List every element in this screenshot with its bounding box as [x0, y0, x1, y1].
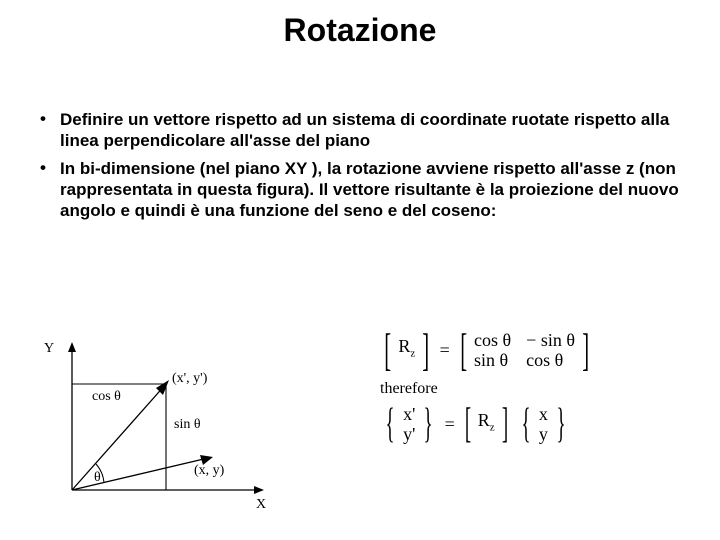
left-bracket-icon: [ — [460, 331, 467, 369]
right-bracket-icon: ] — [582, 331, 589, 369]
matrix-definition: [ Rz ] = [ cos θ sin θ − sin θ cos θ ] — [380, 330, 593, 370]
left-brace-icon: { — [386, 407, 395, 441]
rotation-diagram: Y X cos θ sin θ θ (x', y') (x, y) — [38, 328, 298, 518]
sin-label: sin θ — [174, 417, 201, 432]
left-brace-icon: { — [521, 407, 530, 441]
bullet-marker: • — [40, 158, 60, 222]
theta-label: θ — [94, 470, 101, 485]
right-brace-icon: } — [556, 407, 565, 441]
matrix-cell: − sin θ — [526, 330, 575, 350]
right-bracket-icon: ] — [422, 331, 429, 369]
list-item: • In bi-dimensione (nel piano XY ), la r… — [40, 158, 680, 222]
matrix-cell: cos θ — [474, 330, 511, 350]
right-brace-icon: } — [424, 407, 433, 441]
vector-cell: x' — [403, 404, 415, 424]
y-axis-label: Y — [44, 341, 54, 356]
equals-sign: = — [440, 340, 450, 361]
x-axis-label: X — [256, 497, 266, 512]
vector-cell: x — [539, 404, 548, 424]
bullet-list: • Definire un vettore rispetto ad un sis… — [40, 109, 680, 221]
left-bracket-icon: [ — [465, 407, 471, 441]
bullet-marker: • — [40, 109, 60, 152]
bullet-text: In bi-dimensione (nel piano XY ), la rot… — [60, 158, 680, 222]
result-equation: { x' y' } = [ Rz ] { x y } — [380, 404, 593, 444]
point-prime-label: (x', y') — [172, 371, 208, 386]
left-bracket-icon: [ — [384, 331, 391, 369]
rotation-formula: [ Rz ] = [ cos θ sin θ − sin θ cos θ ] t… — [380, 330, 593, 444]
bullet-text: Definire un vettore rispetto ad un siste… — [60, 109, 680, 152]
equals-sign: = — [445, 414, 455, 435]
matrix-cell: sin θ — [474, 350, 511, 370]
right-bracket-icon: ] — [502, 407, 508, 441]
matrix-cell: cos θ — [526, 350, 575, 370]
point-label: (x, y) — [194, 463, 225, 478]
list-item: • Definire un vettore rispetto ad un sis… — [40, 109, 680, 152]
vector-cell: y' — [403, 424, 415, 444]
page-title: Rotazione — [0, 0, 720, 49]
therefore-label: therefore — [380, 380, 593, 398]
cos-label: cos θ — [92, 389, 121, 404]
vector-cell: y — [539, 424, 548, 444]
